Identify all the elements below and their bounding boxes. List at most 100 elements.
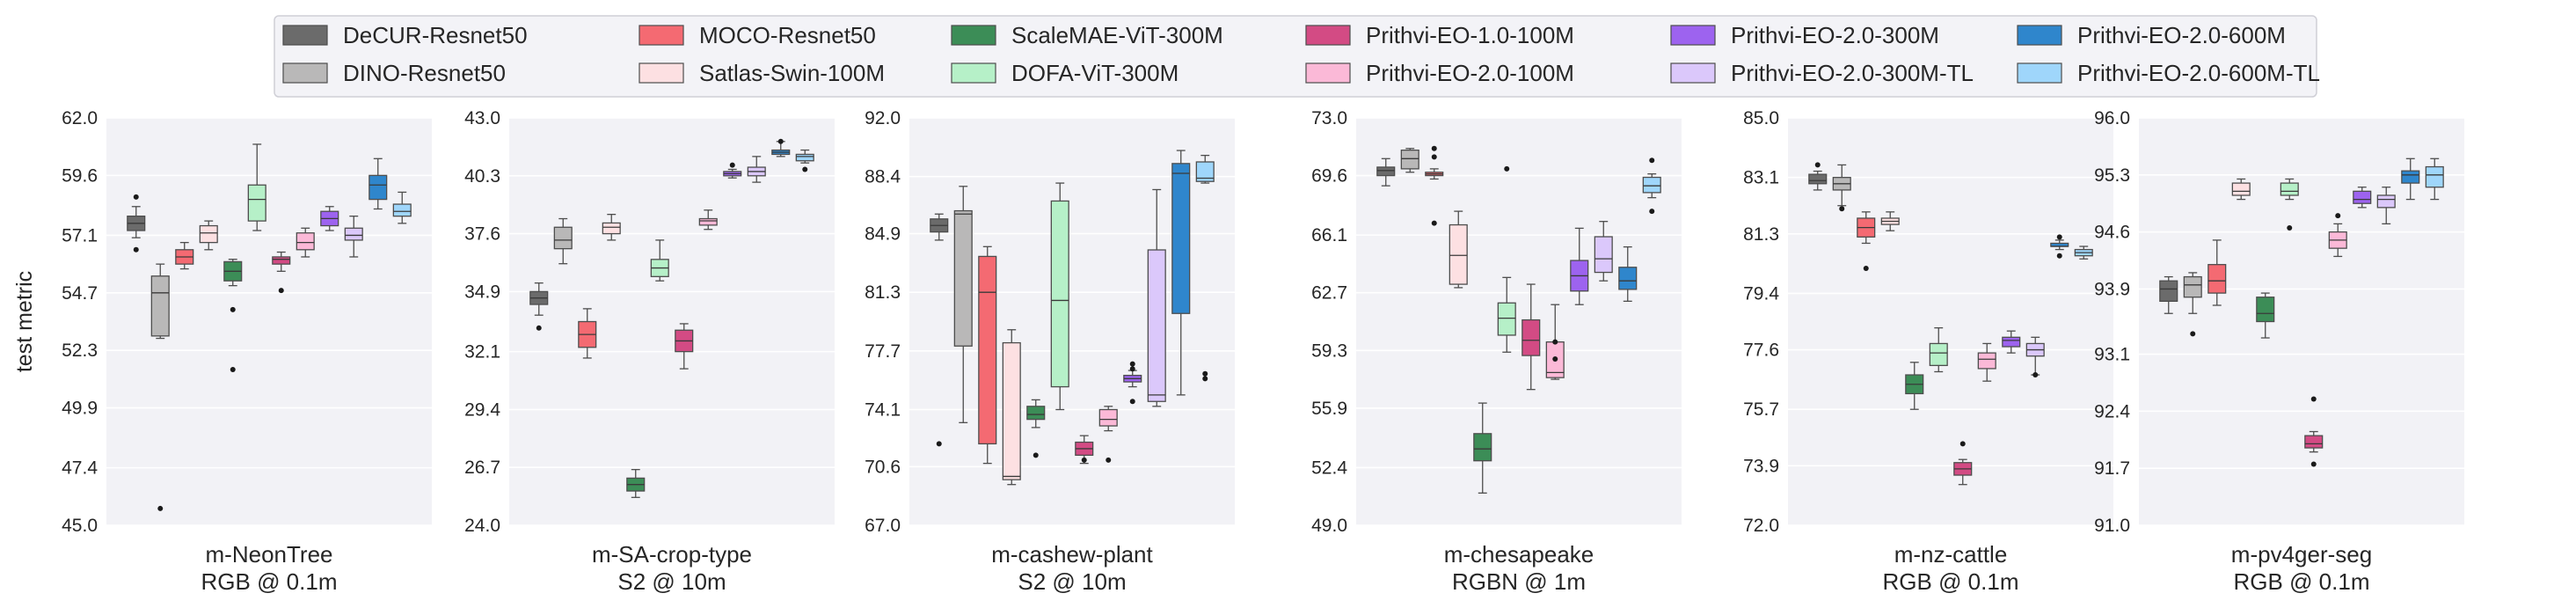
legend-label: MOCO-Resnet50: [699, 22, 876, 48]
box-body: [1026, 406, 1046, 421]
outlier-point: [1202, 376, 1208, 382]
legend-label: DINO-Resnet50: [343, 60, 506, 86]
box-body: [1594, 236, 1613, 274]
box-body: [150, 275, 170, 337]
box-body: [199, 224, 218, 244]
y-tick-label: 73.0: [1311, 108, 1347, 128]
box-body: [2256, 297, 2275, 323]
plot-background: [1356, 118, 1682, 525]
box-body: [1002, 341, 1021, 480]
box-body: [2002, 336, 2021, 348]
box-dino-resnet50: [150, 263, 170, 511]
legend-item: Prithvi-EO-1.0-100M: [1305, 22, 1574, 48]
box-decur-resnet50: [1376, 157, 1396, 187]
box-moco-resnet50: [2207, 239, 2227, 306]
y-tick-label: 32.1: [464, 342, 500, 363]
box-prithvi-eo-2-0-300m: [2353, 187, 2372, 209]
legend-swatch: [1305, 62, 1351, 84]
legend-swatch: [951, 62, 996, 84]
outlier-point: [1431, 220, 1437, 226]
panel-title: m-NeonTree: [206, 541, 333, 568]
legend-swatch: [2017, 25, 2062, 46]
box-prithvi-eo-2-0-600m: [771, 138, 791, 157]
panel-subtitle: S2 @ 10m: [1018, 568, 1126, 595]
box-dofa-vit-300m: [1497, 165, 1516, 353]
box-dofa-vit-300m: [1050, 182, 1069, 411]
outlier-point: [1081, 457, 1087, 463]
outlier-point: [2310, 396, 2317, 402]
box-prithvi-eo-2-0-300m-tl: [2025, 336, 2045, 378]
legend-item: MOCO-Resnet50: [639, 22, 876, 48]
box-scalemae-vit-300m: [1026, 399, 1046, 458]
box-body: [2159, 280, 2178, 303]
y-tick-label: 62.0: [62, 108, 98, 128]
y-tick-label: 59.6: [62, 165, 98, 186]
box-prithvi-eo-1-0-100m: [1953, 441, 1973, 486]
legend-swatch: [282, 62, 328, 84]
y-tick-label: 77.6: [1743, 341, 1779, 361]
y-tick-label: 45.0: [62, 516, 98, 536]
legend-item: Satlas-Swin-100M: [639, 60, 885, 86]
box-dofa-vit-300m: [1929, 326, 1948, 373]
legend-swatch: [1670, 62, 1716, 84]
outlier-point: [2335, 213, 2341, 219]
box-prithvi-eo-2-0-100m: [1098, 406, 1118, 463]
outlier-point: [1814, 162, 1821, 168]
box-body: [2231, 182, 2251, 196]
box-moco-resnet50: [578, 308, 597, 359]
legend-item: Prithvi-EO-2.0-100M: [1305, 60, 1574, 86]
legend-swatch: [951, 25, 996, 46]
outlier-point: [2056, 253, 2062, 259]
box-body: [1808, 173, 1828, 185]
outlier-point: [1552, 339, 1558, 345]
legend-swatch: [2017, 62, 2062, 84]
outlier-point: [230, 306, 236, 312]
legend-label: Prithvi-EO-1.0-100M: [1366, 22, 1574, 48]
panel-title: m-SA-crop-type: [592, 541, 752, 568]
box-prithvi-eo-2-0-300m-tl: [747, 156, 766, 183]
y-tick-label: 77.7: [865, 341, 901, 362]
box-body: [1171, 163, 1191, 314]
box-satlas-swin-100m: [1449, 210, 1468, 289]
y-tick-label: 70.6: [865, 457, 901, 477]
box-body: [1449, 223, 1468, 285]
legend-item: Prithvi-EO-2.0-600M-TL: [2017, 60, 2320, 86]
box-dino-resnet50: [2183, 272, 2202, 337]
outlier-point: [1504, 165, 1510, 172]
outlier-point: [2056, 234, 2062, 240]
y-tick-label: 37.6: [464, 224, 500, 245]
box-body: [2207, 264, 2227, 294]
box-prithvi-eo-1-0-100m: [2304, 396, 2324, 467]
box-body: [369, 174, 388, 201]
box-body: [272, 256, 291, 265]
y-tick-label: 93.1: [2094, 345, 2130, 365]
box-scalemae-vit-300m: [2256, 292, 2275, 339]
box-prithvi-eo-2-0-100m: [296, 227, 315, 258]
y-tick-label: 88.4: [865, 167, 901, 187]
outlier-point: [936, 441, 942, 447]
box-prithvi-eo-2-0-300m-tl: [344, 216, 363, 258]
box-body: [1400, 150, 1419, 170]
box-body: [1147, 249, 1166, 402]
legend-item: DINO-Resnet50: [282, 60, 506, 86]
legend-swatch: [639, 62, 684, 84]
box-moco-resnet50: [1425, 145, 1444, 226]
y-tick-label: 69.6: [1311, 166, 1347, 187]
box-decur-resnet50: [930, 213, 949, 447]
box-moco-resnet50: [175, 241, 194, 270]
y-tick-label: 66.1: [1311, 225, 1347, 245]
outlier-point: [1033, 452, 1039, 458]
y-tick-label: 62.7: [1311, 283, 1347, 304]
panel-m-neontree: 45.0 47.4 49.9 52.3 54.7 57.1 59.6 62.0 m-NeonTr…: [62, 108, 432, 595]
box-scalemae-vit-300m: [223, 259, 243, 372]
box-prithvi-eo-2-0-600m-tl: [1642, 157, 1661, 215]
y-tick-label: 54.7: [62, 283, 98, 304]
box-body: [2304, 435, 2324, 449]
box-decur-resnet50: [1808, 162, 1828, 191]
outlier-point: [802, 166, 808, 172]
box-body: [953, 209, 973, 347]
y-tick-label: 92.0: [865, 108, 901, 128]
box-body: [1977, 352, 1996, 370]
y-tick-label: 34.9: [464, 282, 500, 302]
